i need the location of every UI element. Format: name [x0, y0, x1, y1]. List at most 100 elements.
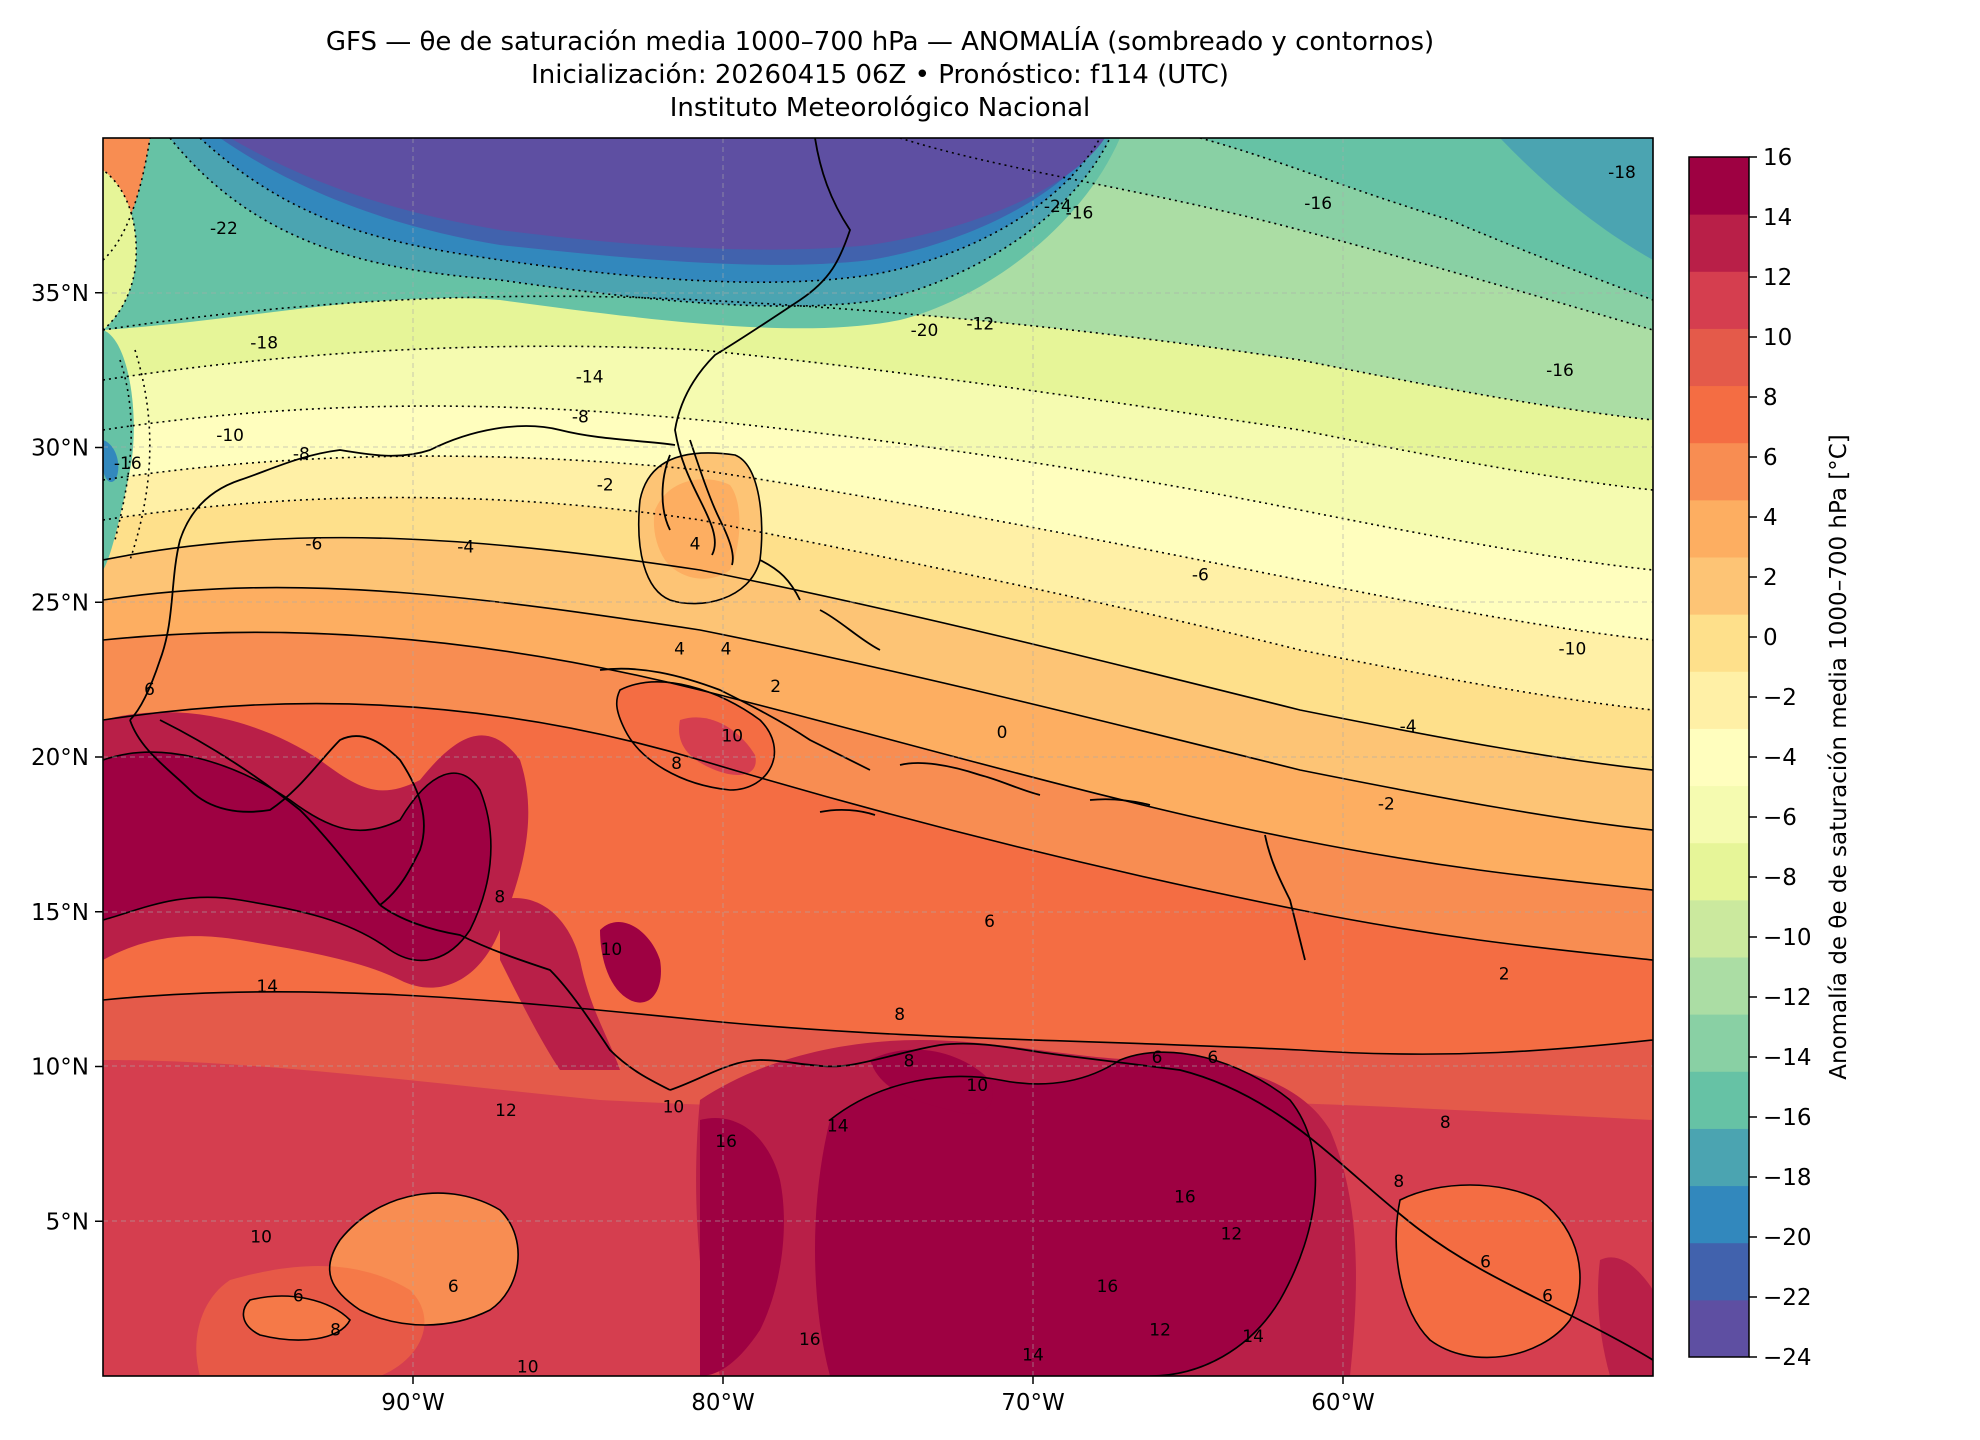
contour-label: 14 — [1242, 1327, 1264, 1347]
contour-label: 10 — [250, 1228, 272, 1248]
colorbar-swatch — [1689, 728, 1749, 787]
contour-label: 8 — [904, 1051, 915, 1071]
figure-title: GFS — θe de saturación media 1000–700 hP… — [100, 26, 1660, 125]
contour-label: 6 — [1152, 1048, 1163, 1068]
colorbar-swatch — [1689, 385, 1749, 444]
title-line-1: GFS — θe de saturación media 1000–700 hP… — [325, 27, 1435, 57]
contour-label: -6 — [1192, 565, 1209, 585]
colorbar-tick-label: −8 — [1763, 865, 1797, 891]
lat-tick-label: 30°N — [31, 436, 89, 462]
contour-label: -4 — [1400, 717, 1417, 737]
contour-label: -20 — [911, 321, 939, 341]
contour-label: 6 — [144, 680, 155, 700]
contour-labels: -24-16 -16-18-22-18-20 -12-16-14-8-10-16 -8… — [114, 163, 1636, 1378]
contour-label: 2 — [1499, 965, 1510, 985]
lat-tick-label: 20°N — [31, 745, 89, 771]
colorbar-tick-label: −24 — [1763, 1345, 1812, 1371]
colorbar-swatch — [1689, 785, 1749, 844]
contour-label: 8 — [671, 754, 682, 774]
contour-label: -22 — [210, 219, 238, 239]
contour-label: -8 — [572, 408, 589, 428]
colorbar-swatch — [1689, 1128, 1749, 1187]
contour-label: -4 — [457, 538, 474, 558]
colorbar-swatch — [1689, 442, 1749, 501]
colorbar-swatch — [1689, 499, 1749, 558]
contour-label: 4 — [721, 640, 732, 660]
colorbar-swatch — [1689, 671, 1749, 729]
contour-label: 4 — [690, 534, 701, 554]
colorbar-tick-label: 6 — [1763, 445, 1778, 471]
title-line-3: Instituto Meteorológico Nacional — [669, 93, 1091, 123]
contour-label: 10 — [966, 1076, 988, 1096]
contour-label: -16 — [1066, 203, 1094, 223]
colorbar-swatch — [1689, 1071, 1749, 1129]
colorbar-swatch — [1689, 557, 1749, 615]
colorbar-swatch — [1689, 899, 1749, 958]
lat-tick-label: 15°N — [31, 900, 89, 926]
lat-tick-label: 35°N — [31, 281, 89, 307]
colorbar-tick-label: −14 — [1763, 1045, 1812, 1071]
contour-label: -8 — [293, 445, 310, 465]
colorbar-swatch — [1689, 842, 1749, 901]
contour-label: 8 — [1393, 1172, 1404, 1192]
title-line-2: Inicialización: 20260415 06Z • Pronóstic… — [531, 60, 1229, 90]
colorbar-swatch — [1689, 1185, 1749, 1244]
contour-label: 12 — [1149, 1321, 1171, 1341]
contour-label: 6 — [1207, 1048, 1218, 1068]
contour-label: 14 — [827, 1116, 849, 1136]
colorbar-tick-label: −6 — [1763, 805, 1797, 831]
lat-tick-label: 10°N — [31, 1055, 89, 1081]
colorbar: −24−22−20−18−16−14−12−10−8−6−4−202468101… — [1688, 145, 1812, 1371]
contour-label: 10 — [517, 1358, 539, 1378]
contour-label: -16 — [114, 454, 142, 474]
lat-tick-label: 25°N — [31, 590, 89, 616]
lon-tick-label: 60°W — [1311, 1390, 1375, 1416]
contour-label: -12 — [966, 315, 994, 335]
contour-label: 10 — [721, 726, 743, 746]
contour-label: 6 — [448, 1277, 459, 1297]
contour-label: -10 — [216, 426, 244, 446]
lon-tick-label: 80°W — [691, 1390, 755, 1416]
colorbar-label: Anomalía de θe de saturación media 1000–… — [1826, 434, 1852, 1079]
contour-label: -18 — [1608, 163, 1636, 183]
colorbar-swatch — [1689, 271, 1749, 329]
contour-label: 8 — [894, 1005, 905, 1025]
gridlines — [103, 138, 1653, 1376]
contour-label: 10 — [663, 1098, 685, 1118]
colorbar-tick-label: 10 — [1763, 325, 1792, 351]
contour-label: -16 — [1546, 361, 1574, 381]
contour-label: 10 — [601, 940, 623, 960]
contour-label: 6 — [984, 912, 995, 932]
contour-label: 8 — [494, 887, 505, 907]
colorbar-swatch — [1689, 957, 1749, 1015]
contour-label: -24 — [1044, 197, 1072, 217]
colorbar-tick-label: 4 — [1763, 505, 1778, 531]
contour-label: 16 — [799, 1330, 821, 1350]
contour-label: -14 — [576, 367, 604, 387]
colorbar-swatch — [1689, 1014, 1749, 1072]
colorbar-swatch — [1689, 614, 1749, 672]
lon-tick-label: 70°W — [1001, 1390, 1065, 1416]
contour-label: 12 — [1221, 1225, 1243, 1245]
contour-label: -6 — [305, 534, 322, 554]
colorbar-swatch — [1689, 214, 1749, 272]
contour-label: -2 — [1378, 794, 1395, 814]
colorbar-tick-label: 0 — [1763, 625, 1778, 651]
negative-contours — [103, 138, 1653, 711]
contour-label: -10 — [1559, 640, 1587, 660]
colorbar-tick-label: −20 — [1763, 1225, 1812, 1251]
contour-label: 6 — [1542, 1287, 1553, 1307]
colorbar-tick-label: 8 — [1763, 385, 1778, 411]
contour-label: -18 — [250, 333, 278, 353]
colorbar-tick-label: 2 — [1763, 565, 1778, 591]
colorbar-tick-label: −12 — [1763, 985, 1812, 1011]
anomaly-shading — [103, 138, 1653, 1376]
contour-label: 0 — [997, 723, 1008, 743]
contour-label: 6 — [293, 1287, 304, 1307]
contour-label: 4 — [674, 640, 685, 660]
lat-tick-label: 5°N — [46, 1209, 89, 1235]
contour-label: 2 — [770, 677, 781, 697]
colorbar-swatch — [1689, 328, 1749, 387]
colorbar-tick-label: −22 — [1763, 1285, 1812, 1311]
colorbar-tick-label: −4 — [1763, 745, 1797, 771]
